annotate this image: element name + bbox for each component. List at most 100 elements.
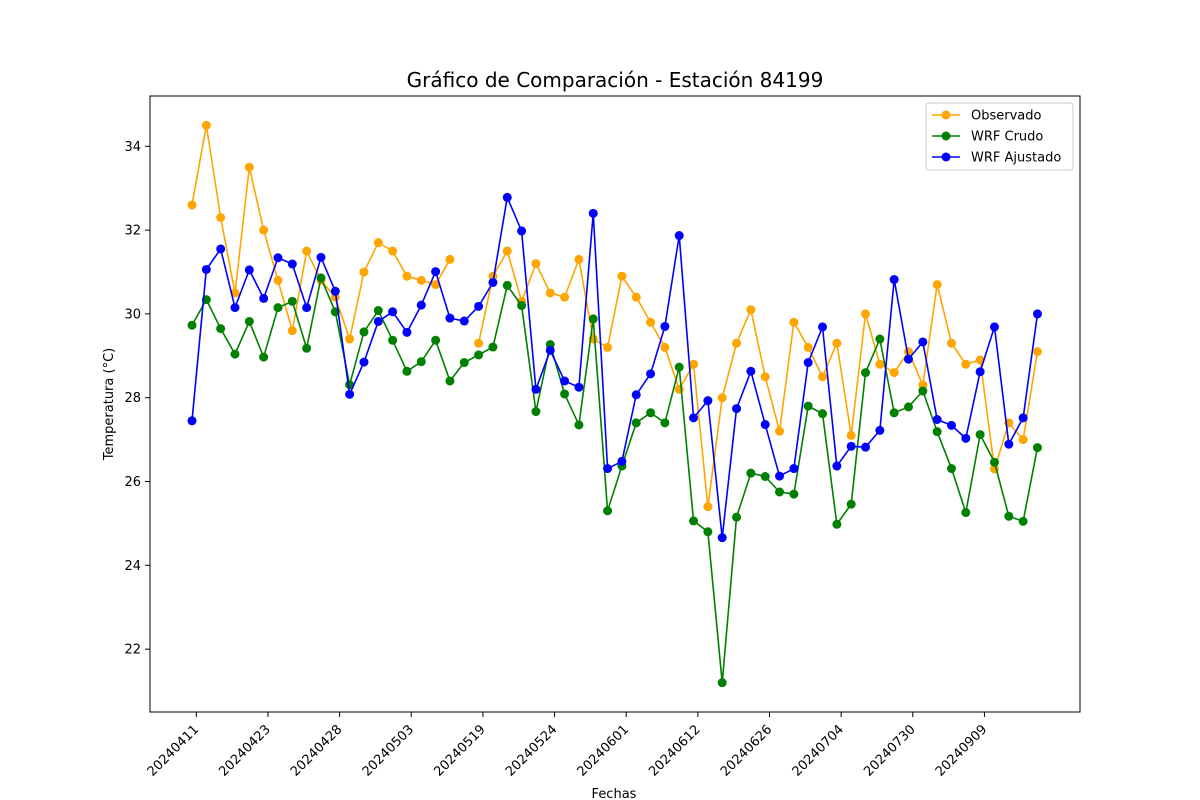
data-point [789, 317, 799, 327]
data-point [861, 442, 871, 452]
data-point [1004, 511, 1014, 521]
y-axis-label: Temperatura (°C) [102, 348, 117, 461]
data-point [1032, 309, 1042, 319]
data-point [818, 322, 828, 332]
x-tick-label: 20240503 [360, 722, 417, 779]
data-point [789, 464, 799, 474]
data-point [201, 264, 211, 274]
data-point [359, 267, 369, 277]
data-point [560, 292, 570, 302]
x-tick-label: 20240909 [933, 722, 990, 779]
data-point [975, 430, 985, 440]
data-point [230, 349, 240, 359]
data-point [259, 352, 269, 362]
data-point [373, 306, 383, 316]
data-point [961, 433, 971, 443]
data-point [388, 307, 398, 317]
series-3 [187, 192, 1042, 543]
data-point [946, 464, 956, 474]
data-point [474, 350, 484, 360]
data-point [746, 468, 756, 478]
data-point [373, 238, 383, 248]
x-axis-label: Fechas [592, 787, 637, 800]
data-point [832, 338, 842, 348]
data-point [416, 300, 426, 310]
data-point [531, 259, 541, 269]
data-point [459, 358, 469, 368]
x-tick-label: 20240524 [503, 722, 560, 779]
data-point [316, 273, 326, 283]
data-point [330, 286, 340, 296]
data-point [273, 253, 283, 263]
data-point [187, 200, 197, 210]
data-point [932, 280, 942, 290]
data-point [918, 337, 928, 347]
data-point [603, 506, 613, 516]
data-point [889, 275, 899, 285]
data-point [961, 359, 971, 369]
data-point [517, 301, 527, 311]
data-point [402, 327, 412, 337]
data-point [531, 407, 541, 417]
data-point [474, 301, 484, 311]
data-point [402, 271, 412, 281]
data-point [287, 259, 297, 269]
data-point [789, 489, 799, 499]
data-point [803, 401, 813, 411]
data-point [545, 288, 555, 298]
data-point [560, 376, 570, 386]
data-point [302, 303, 312, 313]
data-point [502, 280, 512, 290]
x-tick-label: 20240612 [646, 722, 703, 779]
data-point [230, 303, 240, 313]
data-point [259, 225, 269, 235]
data-point [216, 324, 226, 334]
y-tick-label: 26 [124, 475, 141, 490]
data-point [345, 334, 355, 344]
data-point [803, 358, 813, 368]
data-point [574, 254, 584, 264]
data-point [560, 389, 570, 399]
y-tick-label: 24 [124, 559, 141, 574]
data-point [1018, 435, 1028, 445]
data-point [889, 408, 899, 418]
data-point [646, 317, 656, 327]
data-point [345, 389, 355, 399]
data-point [244, 162, 254, 172]
data-point [703, 527, 713, 537]
data-point [732, 404, 742, 414]
data-point [631, 292, 641, 302]
legend-box [925, 102, 1074, 171]
x-tick-label: 20240428 [288, 722, 345, 779]
data-point [904, 402, 913, 412]
data-point [946, 420, 956, 430]
x-axis: 20240411 20240423 20240428 20240503 20240519… [145, 712, 990, 780]
data-point [316, 252, 326, 262]
data-point [1032, 347, 1042, 357]
data-point [517, 226, 527, 236]
data-point [617, 271, 627, 281]
data-point [201, 120, 211, 130]
legend-swatch-marker [941, 131, 951, 141]
y-tick-label: 22 [124, 643, 141, 658]
data-point [588, 314, 598, 324]
data-point [187, 320, 197, 330]
data-point [689, 413, 699, 423]
data-point [818, 372, 828, 382]
data-point [631, 390, 641, 400]
data-point [746, 366, 756, 376]
data-point [717, 678, 727, 688]
data-point [861, 368, 871, 378]
data-point [488, 277, 498, 287]
data-point [832, 461, 842, 471]
legend-label: WRF Crudo [971, 130, 1043, 145]
data-point [302, 246, 312, 256]
data-point [932, 427, 942, 437]
data-point [889, 368, 899, 378]
data-point [989, 322, 999, 332]
plot-area [149, 95, 1081, 713]
data-point [359, 357, 369, 367]
y-tick-label: 34 [124, 140, 141, 155]
data-point [674, 231, 684, 241]
